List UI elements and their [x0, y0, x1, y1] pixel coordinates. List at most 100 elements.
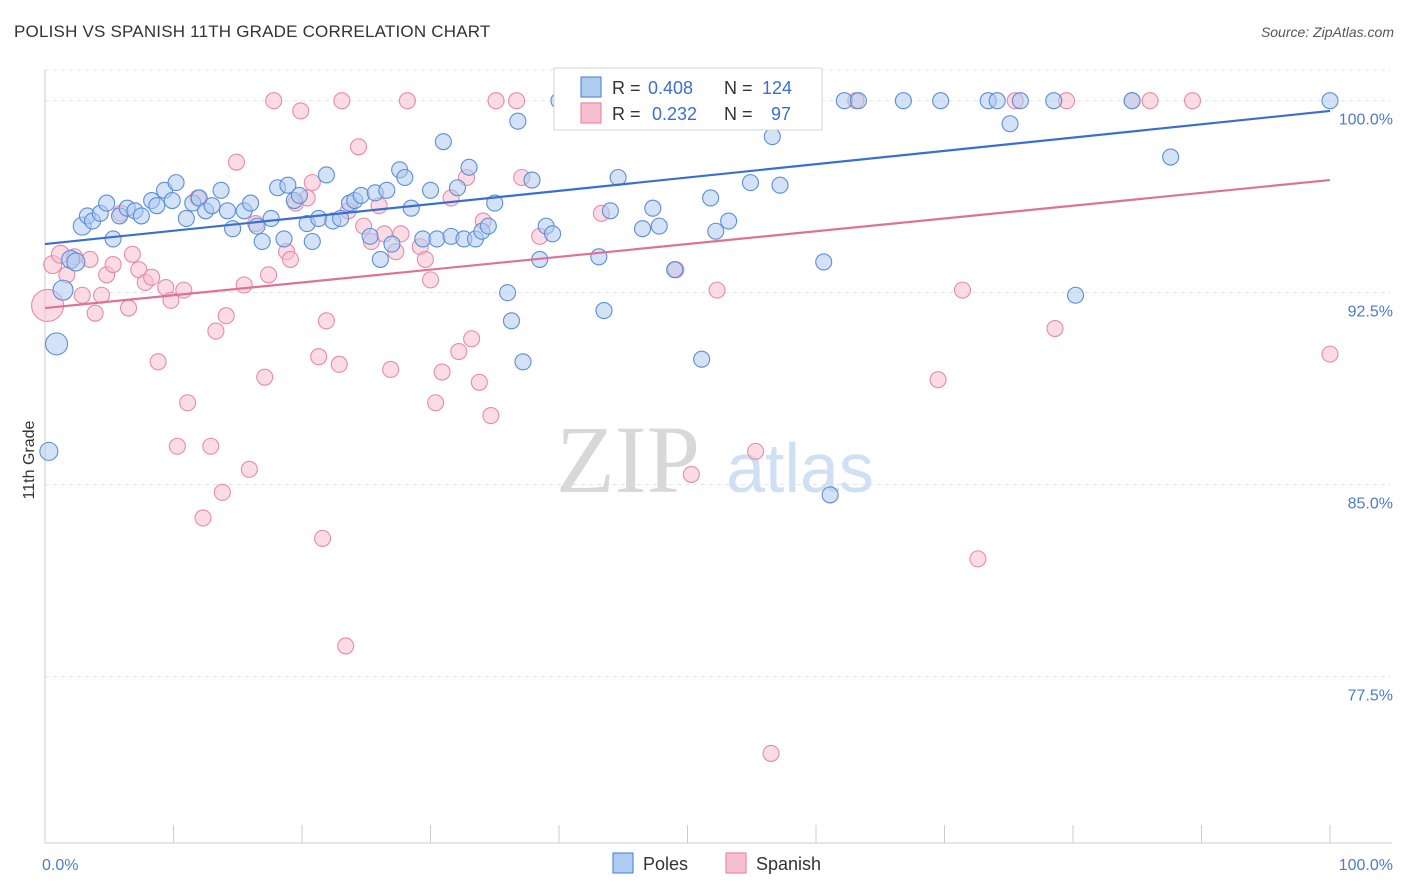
watermark-atlas: atlas	[726, 429, 874, 507]
poles-point	[253, 232, 271, 251]
poles-point	[702, 189, 720, 207]
stats-spanish-r-label: R =	[612, 104, 641, 124]
poles-point	[428, 230, 446, 248]
poles-point	[104, 230, 122, 248]
poles-point	[66, 252, 86, 272]
gridlines	[45, 69, 1390, 678]
y-tick-label: 92.5%	[1348, 304, 1393, 321]
spanish-point	[929, 371, 947, 389]
spanish-point	[463, 330, 481, 348]
spanish-point	[240, 460, 258, 478]
poles-point	[1011, 92, 1029, 110]
poles-point	[303, 232, 321, 251]
stats-poles-r-label: R =	[612, 78, 641, 98]
poles-point	[499, 284, 517, 302]
poles-point	[290, 186, 308, 204]
spanish-point	[281, 250, 299, 268]
spanish-point	[260, 266, 278, 284]
spanish-point	[969, 550, 987, 568]
poles-point	[218, 202, 237, 220]
spanish-point	[86, 304, 104, 322]
series-legend: Poles Spanish	[612, 852, 821, 874]
spanish-point	[303, 174, 321, 192]
x-tick-label: 0.0%	[42, 857, 78, 874]
watermark: ZIP atlas	[556, 406, 874, 513]
poles-point	[242, 194, 260, 212]
spanish-point	[1141, 92, 1159, 110]
poles-point	[763, 127, 781, 146]
spanish-point	[470, 373, 488, 391]
spanish-point	[382, 360, 400, 379]
legend-spanish-swatch	[725, 852, 747, 874]
poles-point	[1123, 92, 1141, 110]
spanish-point	[317, 312, 335, 330]
poles-point	[383, 235, 401, 253]
poles-point	[434, 133, 452, 151]
stats-poles-r-value: 0.408	[648, 78, 693, 98]
poles-point	[212, 181, 230, 199]
poles-point	[203, 197, 221, 215]
spanish-point	[104, 255, 122, 274]
poles-point	[849, 92, 867, 110]
spanish-point	[487, 92, 505, 110]
poles-point	[177, 209, 195, 228]
poles-point	[1045, 92, 1063, 110]
poles-point	[544, 225, 562, 243]
poles-point	[514, 353, 532, 371]
poles-point	[396, 168, 414, 187]
stats-legend: R = 0.408 N = 124 R = 0.232 N = 97	[553, 67, 823, 131]
poles-point	[650, 217, 668, 235]
spanish-point	[337, 637, 355, 655]
spanish-point	[708, 281, 726, 299]
spanish-point	[310, 348, 328, 366]
poles-point	[486, 194, 504, 212]
spanish-point	[292, 102, 310, 120]
y-tick-label: 85.0%	[1348, 496, 1393, 513]
poles-point	[275, 230, 293, 248]
poles-point	[163, 191, 181, 210]
poles-point	[509, 112, 527, 130]
x-tick-label: 100.0%	[1339, 857, 1393, 874]
poles-point	[132, 207, 150, 225]
spanish-point	[482, 406, 500, 425]
poles-trend-line	[44, 109, 1331, 246]
spanish-point	[1183, 92, 1202, 110]
legend-poles-swatch	[612, 852, 634, 874]
spanish-point	[217, 307, 235, 325]
spanish-point	[508, 92, 526, 110]
spanish-point	[1321, 345, 1339, 363]
poles-point	[1162, 148, 1180, 166]
spanish-point	[747, 442, 765, 460]
poles-point	[1321, 92, 1339, 110]
poles-point	[707, 222, 725, 240]
poles-point	[1067, 286, 1085, 304]
poles-point	[371, 250, 389, 268]
poles-point	[479, 217, 497, 235]
y-tick-label: 77.5%	[1348, 688, 1393, 705]
spanish-trend-line	[44, 178, 1331, 310]
poles-point	[45, 332, 69, 356]
poles-point	[771, 176, 789, 194]
spanish-point	[194, 509, 212, 527]
poles-points	[39, 92, 1339, 504]
poles-point	[720, 212, 738, 230]
poles-point	[815, 253, 833, 271]
poles-point	[39, 441, 59, 461]
spanish-point	[73, 286, 91, 304]
poles-point	[402, 199, 420, 217]
poles-point	[460, 158, 478, 176]
spanish-point	[179, 394, 197, 412]
spanish-point	[398, 92, 416, 110]
spanish-point	[149, 353, 167, 371]
spanish-point	[207, 322, 225, 340]
poles-point	[310, 209, 328, 228]
poles-point	[644, 199, 662, 217]
poles-point	[98, 194, 116, 212]
poles-point	[167, 174, 185, 192]
poles-point	[502, 312, 521, 330]
poles-point	[821, 486, 839, 504]
spanish-point	[119, 299, 138, 317]
spanish-point	[433, 363, 451, 381]
chart-title: POLISH VS SPANISH 11TH GRADE CORRELATION…	[14, 22, 491, 41]
